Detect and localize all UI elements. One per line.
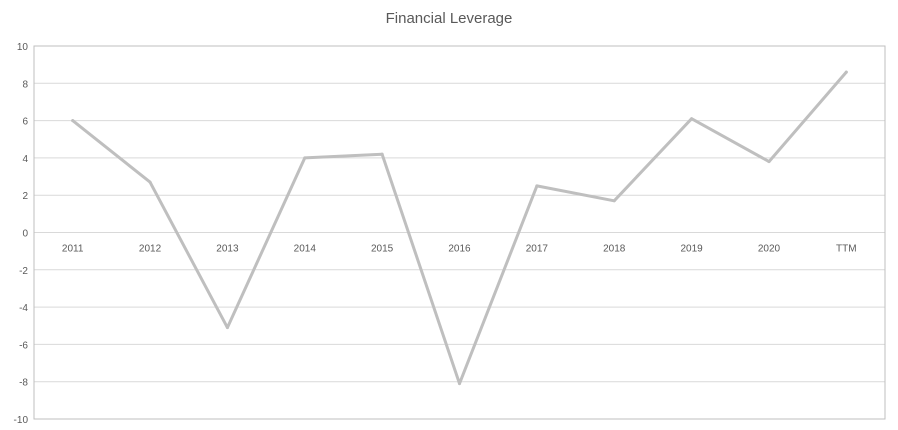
- x-tick-label: 2012: [139, 244, 162, 255]
- y-tick-label: 6: [22, 117, 28, 128]
- x-tick-label: 2019: [680, 244, 703, 255]
- y-tick-label: 8: [22, 79, 28, 90]
- data-point: [767, 160, 771, 164]
- x-tick-label: 2018: [603, 244, 626, 255]
- data-point: [612, 199, 616, 203]
- data-point: [690, 117, 694, 121]
- y-tick-label: -6: [19, 340, 28, 351]
- data-point: [535, 184, 539, 188]
- data-point: [71, 119, 75, 123]
- x-tick-label: 2011: [62, 244, 84, 255]
- y-tick-label: -4: [19, 303, 28, 314]
- data-point: [148, 180, 152, 184]
- data-point: [458, 382, 461, 386]
- y-tick-label: -8: [19, 378, 28, 389]
- x-tick-label: 2017: [526, 244, 549, 255]
- y-tick-label: -2: [19, 266, 28, 277]
- y-tick-label: 0: [22, 229, 28, 240]
- series-line: [71, 70, 848, 386]
- x-tick-label: 2020: [758, 244, 781, 255]
- y-tick-label: 4: [22, 154, 28, 165]
- x-tick-label: 2016: [448, 244, 471, 255]
- x-tick-label: 2015: [371, 244, 394, 255]
- x-tick-label: 2013: [216, 244, 239, 255]
- data-point: [844, 70, 848, 74]
- y-tick-label: 10: [17, 42, 29, 53]
- chart-title: Financial Leverage: [385, 10, 513, 27]
- y-tick-label: 2: [22, 191, 28, 202]
- plot-border: [33, 45, 886, 420]
- data-point: [380, 152, 384, 156]
- x-tick-label: TTM: [836, 244, 857, 255]
- x-tick-label: 2014: [294, 244, 317, 255]
- y-tick-label: -10: [14, 415, 29, 426]
- data-point: [303, 156, 307, 160]
- data-point: [225, 326, 229, 330]
